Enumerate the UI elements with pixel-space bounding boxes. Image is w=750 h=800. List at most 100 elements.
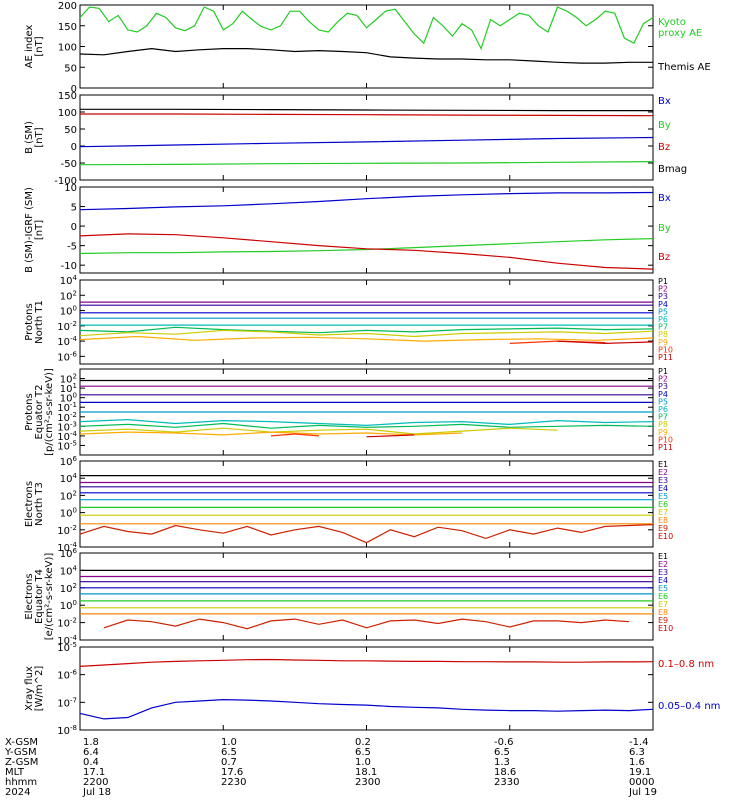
- legend-t2-p7: P7: [658, 413, 668, 422]
- panel-4-ytick-label-3: 10-2: [57, 320, 77, 333]
- panel-6-ytick-label-1: 104: [60, 472, 78, 485]
- panel-7-ytick-label-1: 104: [60, 564, 78, 577]
- panel-3-frame: [79, 186, 654, 274]
- panel-8-series-0-1-0-8-nm: [79, 658, 654, 667]
- panel-2-series-bx: [79, 136, 654, 148]
- legend-t3-e2: E2: [658, 468, 668, 477]
- panel-3-series-bx: [79, 191, 654, 211]
- panel-4-ytick-label-1: 102: [60, 289, 77, 302]
- panel-2-ytick-label-5: 150: [58, 91, 77, 102]
- panel-1-ylabel-1: [nT]: [34, 36, 45, 56]
- panel-3-series-by: [79, 238, 654, 255]
- legend-t2-p9: P9: [658, 428, 668, 437]
- legend-t4-e8: E8: [658, 608, 668, 617]
- panel-7-ytick-label-5: 10-4: [57, 634, 77, 647]
- panel-6-ytick-label-4: 10-2: [57, 524, 77, 537]
- panel-4-series-p8: [79, 329, 654, 338]
- panel-6-series-e9: [79, 524, 654, 544]
- panel-3-ylabel-1: [nT]: [34, 220, 45, 240]
- legend-t1-p1: P1: [658, 277, 668, 286]
- panel-2-series-by: [79, 161, 654, 166]
- legend-t2-p4: P4: [658, 390, 668, 399]
- panel-7-ytick-label-2: 102: [60, 582, 77, 595]
- legend-t1-p7: P7: [658, 323, 668, 332]
- legend-bsm-bmag: Bmag: [658, 164, 687, 175]
- panel-5-ylabel-2: [p/(cm²-s-sr-keV)]: [44, 368, 55, 456]
- panel-4-ylabel-1: North T1: [34, 300, 45, 344]
- legend-themis: Themis AE: [657, 62, 711, 73]
- legend-t2-p1: P1: [658, 367, 668, 376]
- panel-8-ylabel-1: [W/m^2]: [34, 666, 45, 712]
- panel-7-series-e9: [103, 618, 630, 630]
- legend-t3-e3: E3: [658, 476, 668, 485]
- panel-3-ytick-label-4: 10: [64, 183, 77, 194]
- legend-t1-p3: P3: [658, 292, 668, 301]
- panel-3-ylabel-0: B (SM)-IGRF (SM): [24, 187, 35, 273]
- panel-4-series-p7: [79, 326, 654, 334]
- panel-8-frame: [79, 646, 654, 731]
- legend-kyoto: Kyoto: [658, 17, 686, 28]
- panel-5-series-p8: [79, 427, 558, 435]
- panel-1-ytick-label-4: 200: [58, 1, 77, 12]
- panel-4-ytick-label-2: 100: [60, 305, 77, 318]
- panel-1-series-kyoto-proxy-ae: [79, 6, 654, 51]
- panel-8-ytick-label-1: 10-6: [57, 669, 77, 682]
- panel-5-ytick-label-5: 10-3: [57, 420, 77, 433]
- legend-t1-p4: P4: [658, 300, 668, 309]
- legend-t3-e1: E1: [658, 460, 668, 469]
- panel-5-ylabel-1: Equator T2: [34, 385, 45, 440]
- panel-1-ytick-label-2: 100: [58, 43, 77, 54]
- panel-6-ytick-label-5: 10-4: [57, 541, 77, 554]
- legend-t3-e7: E7: [658, 508, 668, 517]
- panel-2-frame: [79, 94, 654, 181]
- legend-bsm-by: By: [658, 120, 671, 131]
- panel-1-ytick-label-0: 0: [71, 84, 77, 95]
- panel-3-ytick-label-2: 0: [71, 222, 77, 233]
- panel-5-ytick-label-2: 100: [60, 392, 77, 405]
- panel-7-ylabel-2: [e/(cm²-s-sr-keV)]: [44, 553, 55, 641]
- panel-4-ytick-label-4: 10-4: [57, 335, 77, 348]
- panel-6-ytick-label-2: 102: [60, 489, 77, 502]
- legend-t1-p9: P9: [658, 338, 668, 347]
- legend-kyoto-proxy: proxy AE: [658, 28, 702, 39]
- panel-1-series-themis-ae: [79, 47, 653, 64]
- panel-3-ytick-label-3: 5: [71, 203, 77, 214]
- panel-7-frame: [79, 552, 654, 641]
- legend-t2-p8: P8: [658, 420, 668, 429]
- legend-t1-p5: P5: [658, 307, 668, 316]
- legend-t4-e9: E9: [658, 616, 668, 625]
- panel-5-series-p7: [79, 422, 654, 429]
- legend-t3-e6: E6: [658, 500, 668, 509]
- panel-2-series-bmag: [80, 108, 653, 112]
- legend-t4-e5: E5: [658, 584, 668, 593]
- panel-8-ytick-label-0: 10-5: [57, 641, 77, 654]
- panel-5-series-p10: [270, 433, 319, 437]
- legend-bigrf-bz: Bz: [658, 252, 670, 263]
- panel-4-frame: [79, 279, 654, 365]
- legend-t2-p3: P3: [658, 382, 668, 391]
- panel-6-frame: [79, 460, 654, 548]
- legend-t2-p5: P5: [658, 397, 668, 406]
- panel-1-ylabel-0: AE index: [24, 25, 35, 69]
- panel-3-series-bz: [79, 233, 654, 270]
- panel-7-ylabel-0: Electrons: [24, 573, 35, 619]
- legend-xray-long: 0.1–0.8 nm: [658, 659, 714, 670]
- panel-2-series-bz: [80, 113, 654, 117]
- panel-4-ylabel-0: Protons: [24, 303, 35, 340]
- legend-t4-e3: E3: [658, 568, 668, 577]
- panel-5-ylabel-0: Protons: [24, 393, 35, 430]
- legend-bsm-bz: Bz: [658, 142, 670, 153]
- panel-8-series-0-05-0-4-nm: [79, 698, 654, 720]
- panel-8-ytick-label-2: 10-7: [57, 696, 77, 709]
- panel-3-ytick-label-0: -10: [61, 261, 77, 272]
- panel-2-ytick-label-3: 50: [64, 125, 77, 136]
- legend-t4-e6: E6: [658, 592, 668, 601]
- panel-1-ytick-label-1: 50: [64, 63, 77, 74]
- panel-4-ytick-label-0: 104: [60, 274, 78, 287]
- legend-t3-e10: E10: [658, 532, 673, 541]
- panel-3-ytick-label-1: -5: [67, 242, 77, 253]
- legend-t3-e5: E5: [658, 492, 668, 501]
- legend-t2-p6: P6: [658, 405, 668, 414]
- legend-t1-p10: P10: [658, 345, 673, 354]
